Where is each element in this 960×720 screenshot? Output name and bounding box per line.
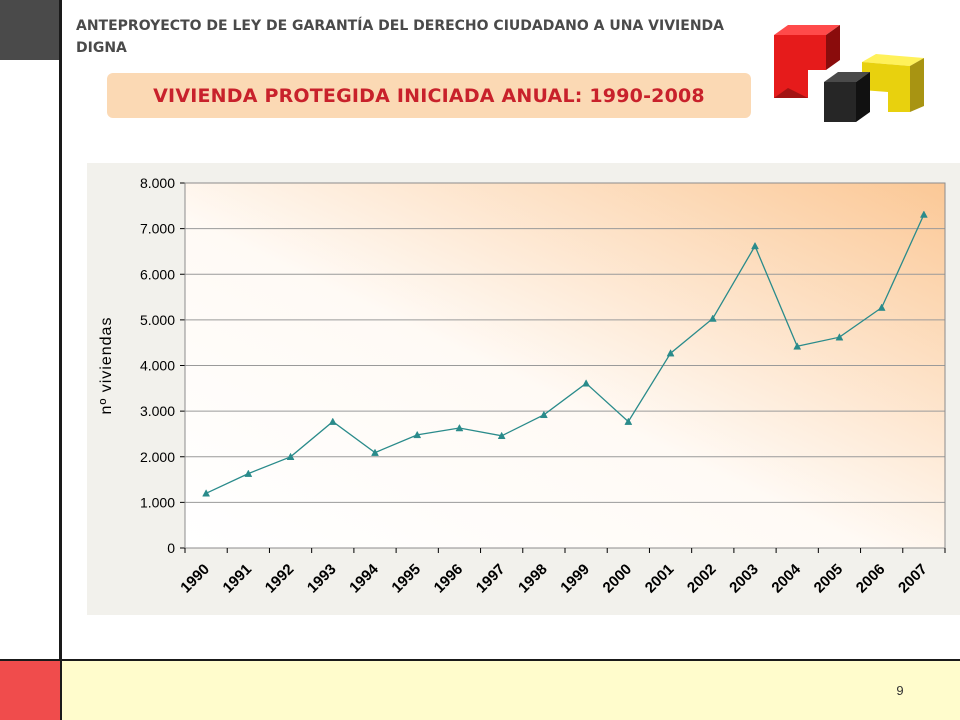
data-point <box>455 423 464 432</box>
bottom-divider <box>0 659 960 661</box>
y-tick-label: 2.000 <box>140 449 175 465</box>
y-tick-label: 7.000 <box>140 221 175 237</box>
footer-red-block <box>0 661 60 720</box>
data-point <box>539 410 548 419</box>
y-tick-label: 8.000 <box>140 175 175 191</box>
y-tick-label: 0 <box>167 540 175 556</box>
data-point <box>413 430 422 439</box>
left-divider <box>59 0 62 720</box>
data-point <box>708 314 717 322</box>
slide-title: VIVIENDA PROTEGIDA INICIADA ANUAL: 1990-… <box>153 84 705 107</box>
page-number: 9 <box>896 683 904 698</box>
data-point <box>497 431 506 440</box>
stacked-cubes-logo <box>774 25 924 122</box>
chart-area: 0 1.000 2.000 3.000 4.000 5.000 6.000 7.000 8.00… <box>87 163 960 615</box>
y-tick-label: 4.000 <box>140 358 175 374</box>
footer-bar <box>62 661 960 720</box>
data-point <box>582 379 591 387</box>
y-tick-label: 3.000 <box>140 403 175 419</box>
slide-header: ANTEPROYECTO DE LEY DE GARANTÍA DEL DERE… <box>76 18 725 56</box>
data-point <box>202 489 211 497</box>
data-point <box>371 448 379 456</box>
y-axis-label: nº viviendas <box>98 317 115 415</box>
data-point <box>751 241 759 250</box>
data-point <box>793 342 802 350</box>
data-point <box>624 417 633 425</box>
title-banner: VIVIENDA PROTEGIDA INICIADA ANUAL: 1990-… <box>107 73 751 118</box>
data-point <box>328 417 337 425</box>
data-point <box>835 333 844 341</box>
data-point <box>286 452 295 460</box>
data-point <box>919 210 928 218</box>
data-point <box>877 303 886 311</box>
y-tick-label: 5.000 <box>140 312 175 328</box>
data-point <box>666 349 675 357</box>
y-tick-label: 1.000 <box>140 494 175 510</box>
data-point <box>244 469 253 477</box>
corner-block <box>0 0 60 60</box>
series-line <box>205 214 925 494</box>
line-chart: 0 1.000 2.000 3.000 4.000 5.000 6.000 7.000 8.00… <box>87 163 960 615</box>
y-tick-label: 6.000 <box>140 266 175 282</box>
